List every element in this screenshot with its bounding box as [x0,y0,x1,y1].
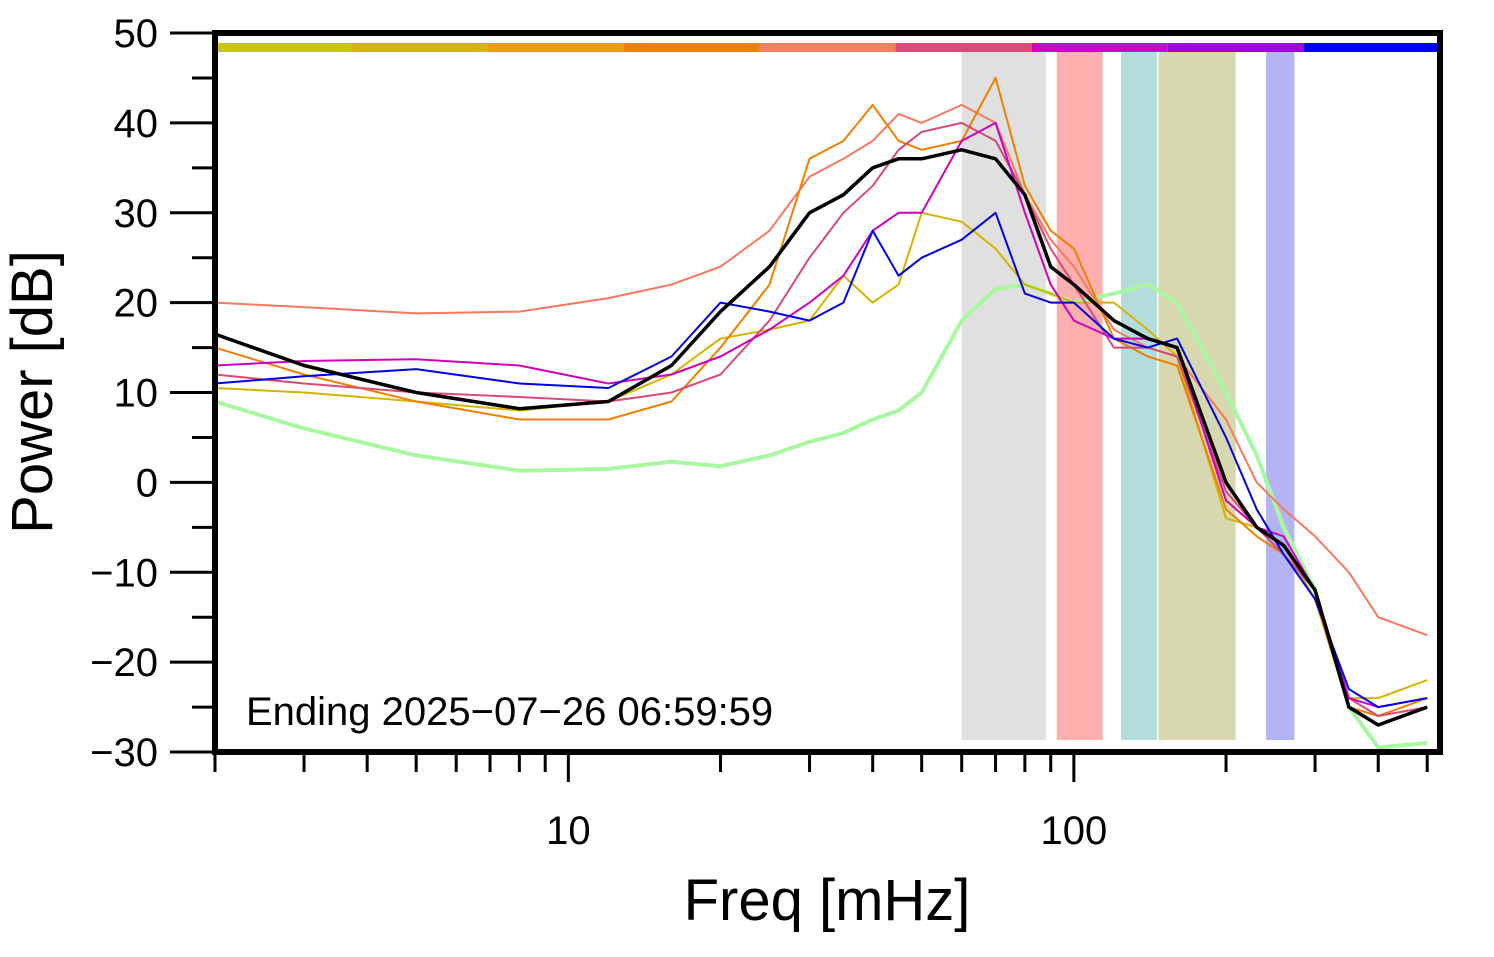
frequency-band [1056,52,1103,740]
plot-frame [212,30,1443,755]
color-strip [895,43,1032,52]
series-line [214,282,1428,750]
y-tick-label: 10 [114,372,159,416]
frequency-band [1266,52,1295,740]
y-tick-label: 50 [114,12,159,56]
y-tick-label: −20 [90,641,158,685]
color-strip [487,43,624,52]
y-tick-label: −10 [90,551,158,595]
series-line [214,211,1428,700]
color-strip [1167,43,1304,52]
y-tick-label: 0 [136,461,158,505]
y-tick-label: 20 [114,282,159,326]
color-strip [1031,43,1168,52]
y-axis-label: Power [dB] [0,250,65,534]
y-tick-label: 40 [114,102,159,146]
annotation: Ending 2025−07−26 06:59:59 [246,690,773,734]
color-strip [759,43,896,52]
frequency-band [1158,52,1236,740]
x-tick-label: 10 [546,809,591,853]
color-strip [351,43,488,52]
y-tick-label: 30 [114,192,159,236]
series-line [214,103,1428,637]
x-axis-label: Freq [mHz] [684,868,971,933]
color-strip [623,43,760,52]
series-line [214,211,1428,709]
x-tick-label: 100 [1040,809,1107,853]
color-strip [215,43,352,52]
series-line [214,148,1428,727]
frequency-band [1121,52,1157,740]
color-strip [1303,43,1440,52]
series-line [214,76,1428,717]
series-line [214,121,1428,709]
y-tick-label: −30 [90,731,158,775]
series-line [214,121,1428,717]
